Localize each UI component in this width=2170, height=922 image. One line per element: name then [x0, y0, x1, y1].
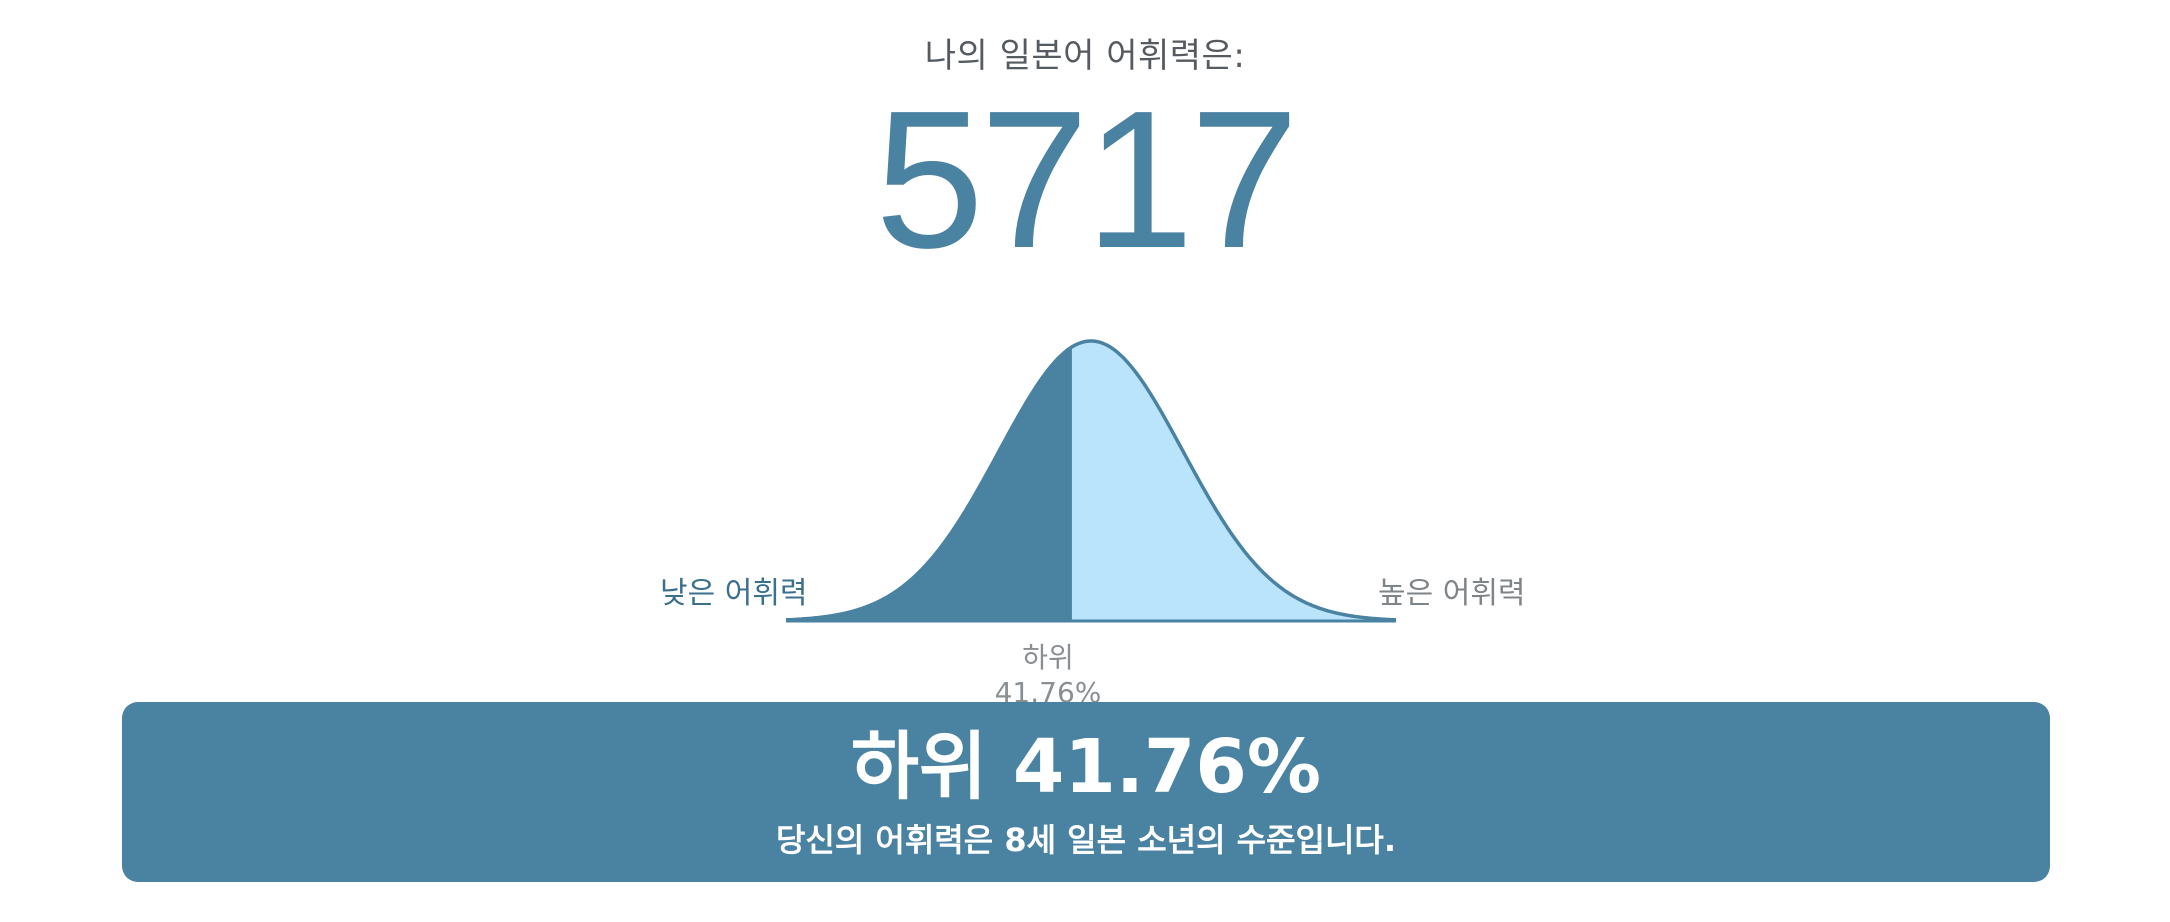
- percentile-marker-label: 하위 41.76%: [994, 641, 1102, 709]
- lower-area: [786, 347, 1072, 621]
- result-heading: 나의 일본어 어휘력은:: [924, 36, 1246, 76]
- low-vocabulary-label: 낮은 어휘력: [660, 576, 808, 611]
- banner-percentile: 하위 41.76%: [850, 724, 1322, 810]
- high-vocabulary-label: 높은 어휘력: [1378, 576, 1526, 611]
- upper-area: [786, 341, 1396, 621]
- vocabulary-score: 5717: [874, 70, 1299, 289]
- banner-description: 당신의 어휘력은 8세 일본 소년의 수준입니다.: [775, 821, 1397, 859]
- curve-outline: [785, 339, 1397, 622]
- result-banner: 하위 41.76% 당신의 어휘력은 8세 일본 소년의 수준입니다.: [122, 702, 2050, 882]
